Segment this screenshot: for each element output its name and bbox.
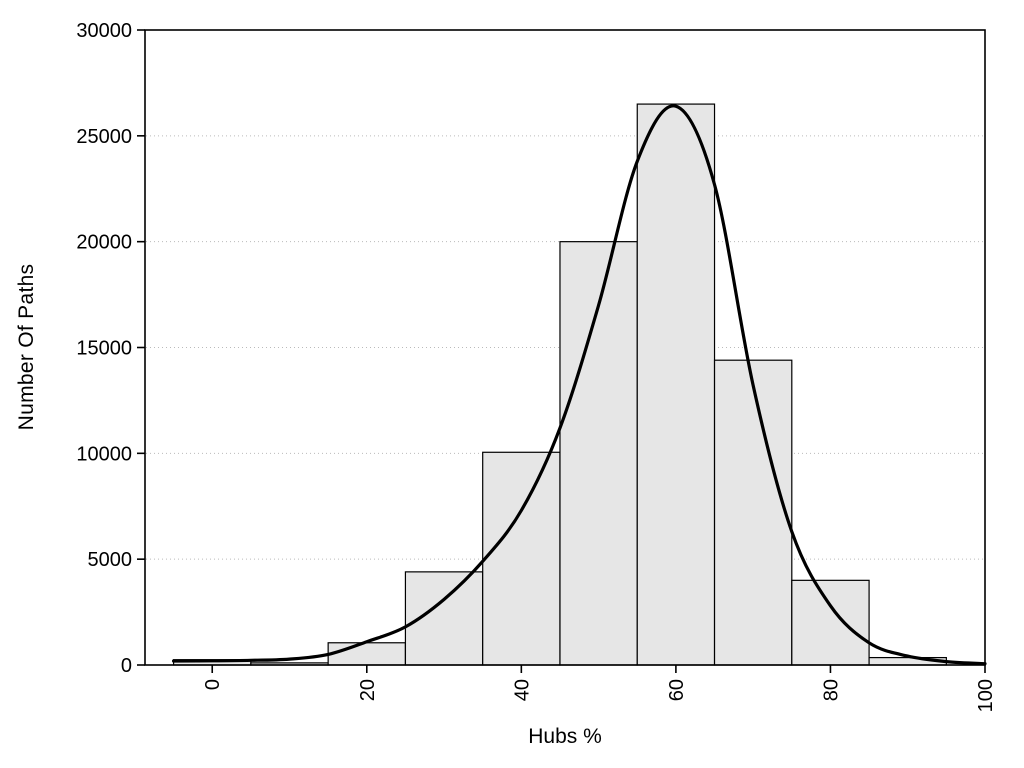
histogram-bar	[482, 451, 561, 666]
y-tick-label: 30000	[76, 20, 132, 42]
x-tick-label: 40	[511, 679, 533, 701]
x-tick-label: 0	[202, 679, 224, 690]
histogram-bar	[713, 359, 793, 666]
histogram-bar	[636, 103, 716, 666]
x-tick-label: 80	[820, 679, 842, 701]
y-tick-label: 5000	[88, 549, 133, 571]
x-tick-label: 100	[975, 679, 997, 712]
y-tick-label: 0	[121, 655, 132, 677]
x-tick-label: 60	[666, 679, 688, 701]
y-tick-label: 25000	[76, 126, 132, 148]
y-tick-label: 15000	[76, 338, 132, 360]
histogram-bar	[327, 642, 407, 666]
x-axis-title: Hubs %	[528, 725, 602, 748]
y-tick-label: 10000	[76, 443, 132, 465]
y-axis-title: Number Of Paths	[15, 263, 38, 431]
x-tick-label: 20	[357, 679, 379, 701]
density-curve	[172, 104, 987, 666]
histogram-bar	[791, 579, 870, 666]
y-tick-label: 20000	[76, 232, 132, 254]
